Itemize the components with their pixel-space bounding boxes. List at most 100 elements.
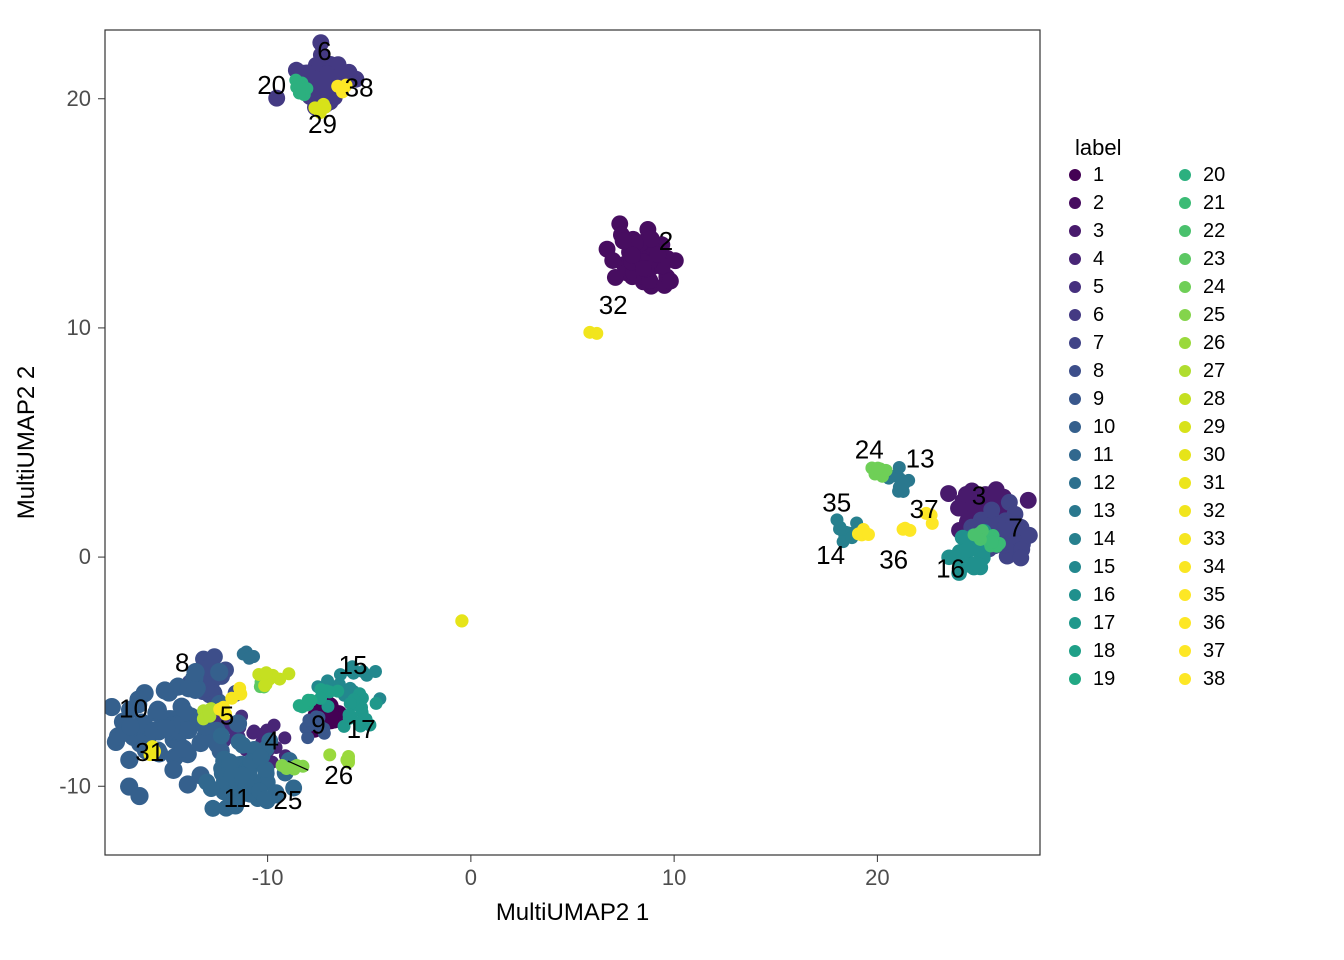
cluster-label: 9 <box>311 710 325 740</box>
cluster-label: 25 <box>273 785 302 815</box>
scatter-point <box>590 327 603 340</box>
scatter-point <box>278 731 291 744</box>
cluster-label: 32 <box>599 290 628 320</box>
cluster-label: 26 <box>324 760 353 790</box>
legend-item-label: 27 <box>1203 360 1225 382</box>
scatter-point <box>157 719 175 737</box>
scatter-point <box>456 614 469 627</box>
umap-scatter-plot: 6203829232241335373714361681510591743126… <box>0 0 1344 960</box>
cluster-label: 15 <box>339 650 368 680</box>
legend-marker <box>1179 449 1191 461</box>
scatter-point <box>833 522 846 535</box>
cluster-label: 37 <box>910 494 939 524</box>
scatter-point <box>607 269 624 286</box>
cluster-label: 7 <box>1008 512 1022 542</box>
cluster-label: 16 <box>936 554 965 584</box>
x-tick-label: 20 <box>865 865 889 890</box>
scatter-point <box>940 485 957 502</box>
legend-item-label: 37 <box>1203 640 1225 662</box>
legend-item-label: 29 <box>1203 416 1225 438</box>
legend-marker <box>1069 477 1081 489</box>
legend-marker <box>1179 365 1191 377</box>
cluster-label: 17 <box>347 714 376 744</box>
legend-marker <box>1179 197 1191 209</box>
legend-item-label: 11 <box>1093 444 1114 466</box>
scatter-point <box>186 681 204 699</box>
legend-marker <box>1069 197 1081 209</box>
legend-marker <box>1179 533 1191 545</box>
scatter-point <box>179 775 197 793</box>
scatter-point <box>256 791 273 808</box>
legend-item-label: 24 <box>1203 276 1225 298</box>
cluster-label: 13 <box>906 444 935 474</box>
legend-marker <box>1069 337 1081 349</box>
legend-marker <box>1069 253 1081 265</box>
y-tick-label: 10 <box>67 315 91 340</box>
legend-marker <box>1179 169 1191 181</box>
scatter-point <box>233 682 246 695</box>
cluster-label: 36 <box>879 545 908 575</box>
scatter-point <box>643 231 660 248</box>
legend-item-label: 36 <box>1203 612 1225 634</box>
legend-marker <box>1069 393 1081 405</box>
cluster-label: 11 <box>224 783 251 813</box>
y-tick-label: -10 <box>59 773 91 798</box>
legend-marker <box>1179 337 1191 349</box>
legend-item-label: 3 <box>1093 220 1104 242</box>
legend-marker <box>1069 421 1081 433</box>
scatter-point <box>1020 492 1037 509</box>
legend-item-label: 20 <box>1203 164 1225 186</box>
legend-item-label: 34 <box>1203 556 1225 578</box>
legend-marker <box>1069 533 1081 545</box>
legend-item-label: 13 <box>1093 500 1115 522</box>
legend-item-label: 16 <box>1093 584 1115 606</box>
legend-marker <box>1069 309 1081 321</box>
cluster-label: 20 <box>257 70 286 100</box>
scatter-point <box>615 232 632 249</box>
cluster-label: 5 <box>220 700 234 730</box>
cluster-label: 8 <box>175 648 189 678</box>
legend-item-label: 15 <box>1093 556 1115 578</box>
legend-marker <box>1179 673 1191 685</box>
legend-marker <box>1069 673 1081 685</box>
legend-item-label: 17 <box>1093 612 1115 634</box>
legend-marker <box>1069 449 1081 461</box>
scatter-point <box>331 80 344 93</box>
legend-marker <box>1179 477 1191 489</box>
legend-marker <box>1069 365 1081 377</box>
legend-item-label: 25 <box>1203 304 1225 326</box>
legend-item-label: 7 <box>1093 332 1104 354</box>
legend-marker <box>1179 645 1191 657</box>
scatter-point <box>893 481 906 494</box>
legend-marker <box>1179 589 1191 601</box>
scatter-point <box>604 252 621 269</box>
legend-marker <box>1069 589 1081 601</box>
legend-item-label: 28 <box>1203 388 1225 410</box>
legend-item-label: 2 <box>1093 192 1104 214</box>
scatter-point <box>149 701 167 719</box>
legend-marker <box>1069 645 1081 657</box>
legend-marker <box>1179 505 1191 517</box>
legend-marker <box>1179 281 1191 293</box>
legend-item-label: 4 <box>1093 248 1104 270</box>
scatter-point <box>234 767 251 784</box>
legend-item-label: 31 <box>1203 472 1225 494</box>
cluster-label: 38 <box>345 72 374 102</box>
legend-marker <box>1179 561 1191 573</box>
legend-marker <box>1069 169 1081 181</box>
scatter-point <box>204 800 221 817</box>
scatter-point <box>203 780 220 797</box>
legend-item-label: 26 <box>1203 332 1225 354</box>
scatter-point <box>968 528 981 541</box>
legend-marker <box>1069 561 1081 573</box>
legend-marker <box>1069 225 1081 237</box>
legend-item-label: 32 <box>1203 500 1225 522</box>
scatter-point <box>972 558 988 574</box>
legend-marker <box>1069 281 1081 293</box>
scatter-point <box>174 740 192 758</box>
scatter-point <box>243 652 256 665</box>
cluster-label: 31 <box>135 737 164 767</box>
legend-item-label: 22 <box>1203 220 1225 242</box>
scatter-point <box>1012 550 1029 567</box>
scatter-point <box>280 762 293 775</box>
